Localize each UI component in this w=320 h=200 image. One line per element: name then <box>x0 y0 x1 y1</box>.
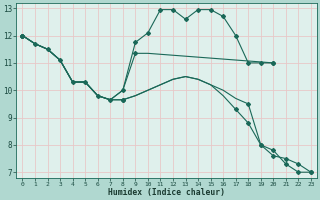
X-axis label: Humidex (Indice chaleur): Humidex (Indice chaleur) <box>108 188 225 197</box>
